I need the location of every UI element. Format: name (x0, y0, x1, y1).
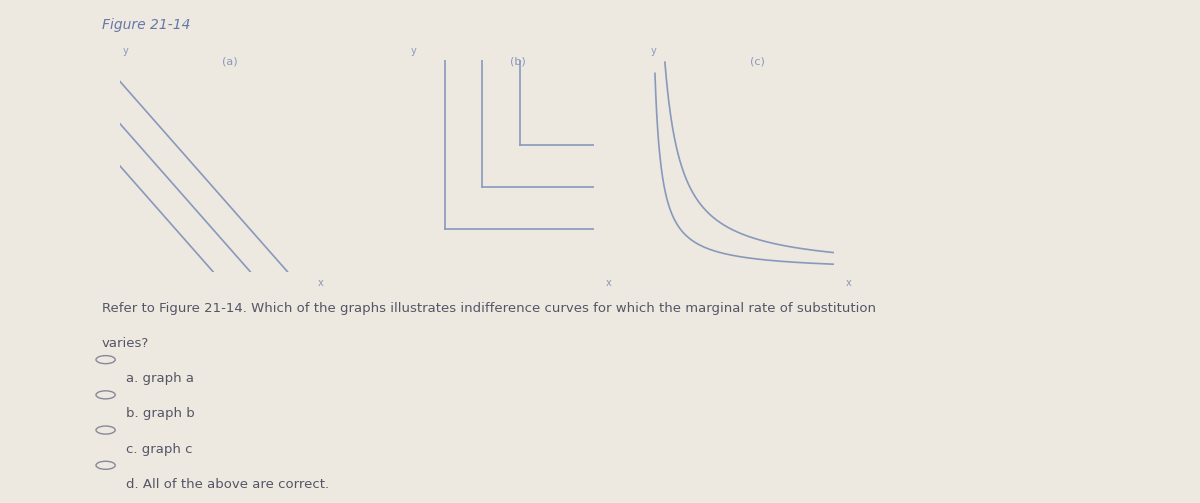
Text: y: y (122, 46, 128, 56)
Text: varies?: varies? (102, 337, 149, 350)
Text: x: x (318, 278, 324, 288)
Text: d. All of the above are correct.: d. All of the above are correct. (126, 478, 329, 491)
Text: x: x (846, 278, 852, 288)
Text: Refer to Figure 21-14. Which of the graphs illustrates indifference curves for w: Refer to Figure 21-14. Which of the grap… (102, 302, 876, 315)
Text: y: y (650, 46, 656, 56)
Text: Figure 21-14: Figure 21-14 (102, 18, 191, 32)
Text: x: x (606, 278, 612, 288)
Text: (a): (a) (222, 56, 238, 66)
Text: y: y (410, 46, 416, 56)
Text: a. graph a: a. graph a (126, 372, 194, 385)
Text: (c): (c) (750, 56, 766, 66)
Text: (b): (b) (510, 56, 526, 66)
Text: b. graph b: b. graph b (126, 407, 194, 421)
Text: c. graph c: c. graph c (126, 443, 192, 456)
